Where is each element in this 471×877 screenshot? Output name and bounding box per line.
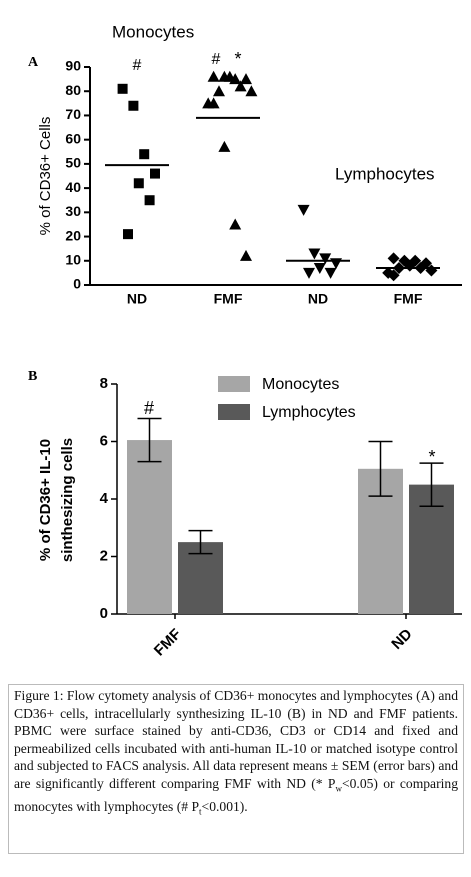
legend-swatch bbox=[218, 376, 250, 392]
annotation: * bbox=[234, 49, 241, 69]
caption-subscript: t bbox=[199, 807, 202, 817]
point bbox=[144, 195, 155, 206]
point bbox=[313, 263, 326, 275]
y-tick-label: 0 bbox=[100, 605, 108, 622]
y-tick-label: 6 bbox=[100, 432, 108, 449]
y-axis-label: % of CD36+ Cells bbox=[37, 117, 54, 236]
point bbox=[303, 267, 315, 279]
point bbox=[229, 218, 242, 230]
point bbox=[128, 100, 139, 111]
point bbox=[207, 97, 220, 109]
point bbox=[150, 168, 160, 179]
panel-label: A bbox=[28, 55, 39, 70]
y-tick-label: 60 bbox=[65, 130, 81, 146]
error-bar bbox=[419, 462, 444, 507]
error-bar bbox=[137, 417, 162, 463]
caption-text: <0.001). bbox=[201, 799, 248, 815]
x-tick-label: ND bbox=[127, 291, 147, 307]
y-tick-label: 4 bbox=[100, 490, 109, 507]
point bbox=[133, 178, 144, 189]
point bbox=[297, 204, 310, 216]
legend-label: Lymphocytes bbox=[262, 404, 356, 421]
x-tick-label: FMF bbox=[394, 291, 423, 307]
panel-label: B bbox=[28, 369, 37, 384]
caption-subscript: w bbox=[335, 783, 342, 794]
y-axis-label: % of CD36+ IL-10 bbox=[37, 439, 54, 561]
point bbox=[123, 229, 133, 240]
point bbox=[234, 80, 247, 92]
x-tick-label: ND bbox=[388, 626, 415, 653]
point bbox=[207, 70, 220, 82]
caption-text: Figure 1: Flow cytomety analysis of CD36… bbox=[14, 688, 458, 791]
caption-text: <0.05) or comparing monocytes with lymph… bbox=[14, 775, 458, 815]
y-tick-label: 8 bbox=[100, 375, 108, 392]
annotation: # bbox=[212, 51, 221, 68]
y-tick-label: 40 bbox=[65, 179, 81, 195]
y-tick-label: 10 bbox=[65, 251, 81, 267]
point bbox=[240, 249, 252, 261]
legend-swatch bbox=[218, 404, 250, 420]
point bbox=[324, 267, 337, 279]
point bbox=[240, 73, 252, 85]
y-tick-label: 80 bbox=[65, 82, 81, 98]
y-tick-label: 50 bbox=[65, 155, 81, 171]
x-tick-label: FMF bbox=[214, 291, 243, 307]
point bbox=[218, 140, 231, 152]
error-bar bbox=[368, 440, 393, 497]
annotation: * bbox=[428, 447, 435, 467]
legend-label: Monocytes bbox=[262, 376, 339, 393]
point bbox=[387, 269, 400, 282]
x-tick-label: ND bbox=[308, 291, 328, 307]
annotation: Lymphocytes bbox=[335, 164, 435, 183]
annotation: Monocytes bbox=[112, 22, 194, 41]
y-tick-label: 2 bbox=[100, 547, 108, 564]
point bbox=[308, 248, 321, 260]
y-tick-label: 0 bbox=[73, 276, 81, 292]
x-tick-label: FMF bbox=[151, 626, 185, 660]
point bbox=[387, 252, 400, 265]
point bbox=[139, 149, 150, 160]
annotation: # bbox=[144, 398, 154, 418]
caption: Figure 1: Flow cytomety analysis of CD36… bbox=[8, 684, 464, 854]
bar bbox=[127, 440, 172, 614]
y-tick-label: 70 bbox=[65, 106, 81, 122]
y-tick-label: 90 bbox=[65, 58, 81, 74]
point bbox=[223, 70, 236, 82]
y-axis-label: sinthesizing cells bbox=[59, 438, 76, 562]
point bbox=[319, 253, 332, 265]
annotation: # bbox=[133, 57, 142, 74]
error-bar bbox=[188, 529, 213, 555]
y-tick-label: 20 bbox=[65, 227, 81, 243]
point bbox=[213, 85, 225, 97]
point bbox=[245, 85, 258, 97]
point bbox=[117, 83, 128, 94]
y-tick-label: 30 bbox=[65, 203, 81, 219]
